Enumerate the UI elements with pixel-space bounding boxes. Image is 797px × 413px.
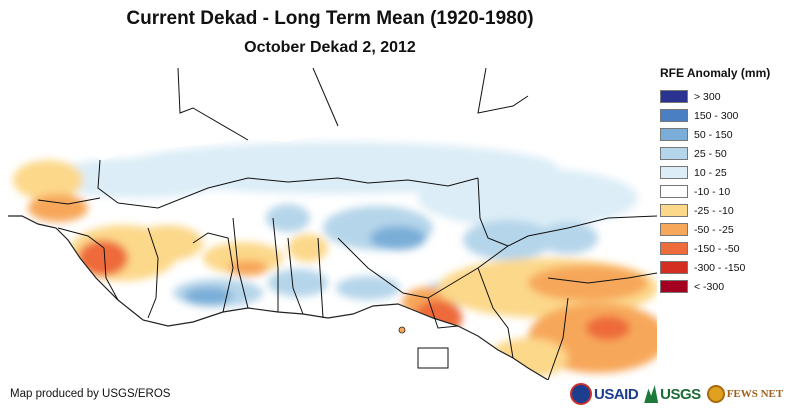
legend-label: 10 - 25 xyxy=(694,166,727,179)
legend-title: RFE Anomaly (mm) xyxy=(660,66,771,80)
legend-item: 25 - 50 xyxy=(660,144,795,163)
agency-logos: USAID USGS FEWS NET xyxy=(570,379,795,409)
usgs-logo: USGS xyxy=(644,385,701,403)
legend-item: -50 - -25 xyxy=(660,220,795,239)
usgs-text: USGS xyxy=(660,385,701,403)
legend-swatch xyxy=(660,90,688,103)
legend-label: -25 - -10 xyxy=(694,204,734,217)
legend-item: 150 - 300 xyxy=(660,106,795,125)
fews-globe-icon xyxy=(706,385,725,403)
legend-label: 150 - 300 xyxy=(694,109,739,122)
usaid-seal-icon xyxy=(570,383,592,405)
legend-label: < -300 xyxy=(694,280,725,293)
legend-swatch xyxy=(660,185,688,198)
legend-label: -150 - -50 xyxy=(694,242,740,255)
island-marker xyxy=(398,326,406,334)
legend-label: 50 - 150 xyxy=(694,128,733,141)
legend-item: -300 - -150 xyxy=(660,258,795,277)
fews-text: FEWS NET xyxy=(726,388,784,400)
map-subtitle: October Dekad 2, 2012 xyxy=(244,39,416,56)
map-title: Current Dekad - Long Term Mean (1920-198… xyxy=(126,8,534,29)
usaid-text: USAID xyxy=(594,385,639,403)
legend-swatch xyxy=(660,128,688,141)
legend-item: -150 - -50 xyxy=(660,239,795,258)
legend-label: -50 - -25 xyxy=(694,223,734,236)
usaid-logo: USAID xyxy=(570,383,639,405)
usgs-mark-icon xyxy=(644,385,659,403)
legend-item: 50 - 150 xyxy=(660,125,795,144)
legend-swatch xyxy=(660,204,688,217)
map-credit: Map produced by USGS/EROS xyxy=(10,388,171,400)
legend-swatch xyxy=(660,109,688,122)
legend-label: -10 - 10 xyxy=(694,185,731,198)
legend-swatch xyxy=(660,147,688,160)
legend-item: 10 - 25 xyxy=(660,163,795,182)
land-anomaly-layer xyxy=(8,94,657,380)
legend-label: > 300 xyxy=(694,90,721,103)
legend-item: > 300 xyxy=(660,87,795,106)
legend-swatch xyxy=(660,166,688,179)
legend: RFE Anomaly (mm) > 300 150 - 300 50 - 150 2… xyxy=(660,66,795,296)
legend-label: -300 - -150 xyxy=(694,261,746,274)
rainfall-anomaly-map xyxy=(8,68,657,380)
fews-net-logo: FEWS NET xyxy=(706,385,784,403)
legend-swatch xyxy=(660,280,688,293)
legend-swatch xyxy=(660,261,688,274)
legend-item: < -300 xyxy=(660,277,795,296)
legend-label: 25 - 50 xyxy=(694,147,727,160)
legend-item: -10 - 10 xyxy=(660,182,795,201)
legend-swatch xyxy=(660,223,688,236)
legend-swatch xyxy=(660,242,688,255)
country-borders xyxy=(37,68,657,380)
legend-item: -25 - -10 xyxy=(660,201,795,220)
